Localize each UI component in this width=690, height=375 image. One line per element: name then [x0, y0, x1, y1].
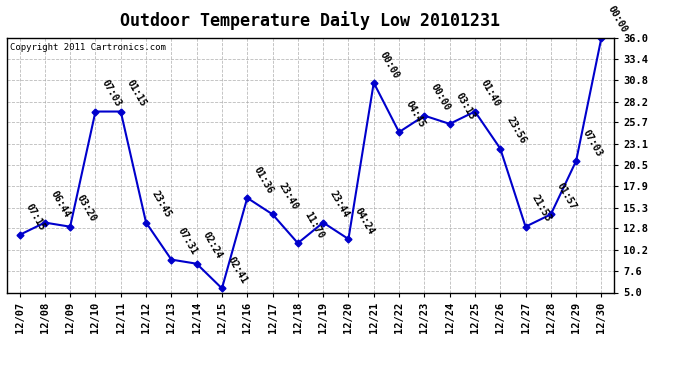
Text: Copyright 2011 Cartronics.com: Copyright 2011 Cartronics.com	[10, 43, 166, 52]
Text: 03:13: 03:13	[454, 91, 477, 121]
Text: 01:57: 01:57	[555, 181, 578, 212]
Text: 01:40: 01:40	[479, 78, 502, 109]
Text: 07:31: 07:31	[175, 226, 199, 257]
Text: 06:44: 06:44	[49, 189, 72, 220]
Text: 23:44: 23:44	[327, 189, 351, 220]
Text: 02:24: 02:24	[201, 231, 224, 261]
Text: 04:45: 04:45	[403, 99, 426, 129]
Text: 23:40: 23:40	[277, 181, 300, 212]
Text: 03:20: 03:20	[75, 194, 98, 224]
Text: 21:53: 21:53	[530, 194, 553, 224]
Text: 11:70: 11:70	[302, 210, 326, 240]
Text: 01:15: 01:15	[125, 78, 148, 109]
Text: 07:03: 07:03	[580, 128, 604, 158]
Text: Outdoor Temperature Daily Low 20101231: Outdoor Temperature Daily Low 20101231	[121, 11, 500, 30]
Text: 07:03: 07:03	[99, 78, 123, 109]
Text: 01:36: 01:36	[251, 165, 275, 195]
Text: 02:41: 02:41	[226, 255, 250, 286]
Text: 00:00: 00:00	[606, 4, 629, 35]
Text: 00:00: 00:00	[428, 82, 452, 113]
Text: 23:45: 23:45	[150, 189, 174, 220]
Text: 00:00: 00:00	[378, 50, 402, 80]
Text: 04:24: 04:24	[353, 206, 376, 236]
Text: 07:15: 07:15	[23, 202, 47, 232]
Text: 23:56: 23:56	[504, 116, 528, 146]
